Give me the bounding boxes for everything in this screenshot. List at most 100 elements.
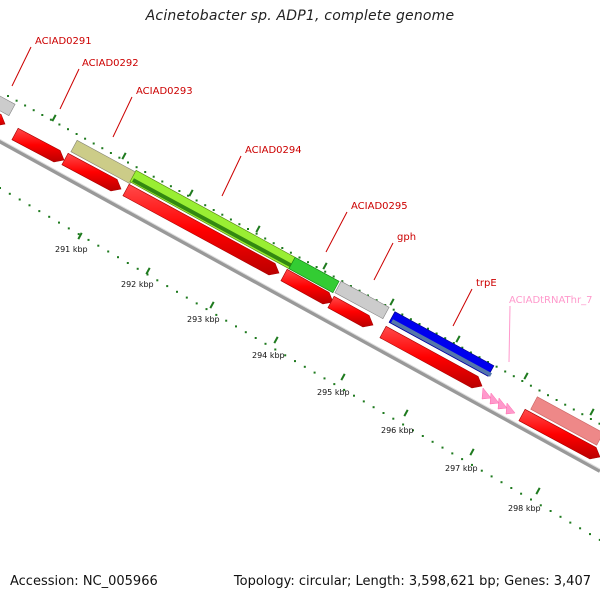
tick-dot-lower [67,227,70,230]
tick-dot-upper [392,308,395,311]
kbp-label: 294 kbp [252,351,285,360]
feature-layer [0,95,600,460]
tick-dot-upper [324,270,327,273]
tick-dot-upper [444,337,447,340]
tick-dot-upper [521,380,524,382]
tick-dot-upper [255,232,258,235]
cog-block [334,280,390,320]
tick-dot-lower [274,348,277,351]
tick-dot-upper [341,280,344,283]
tick-dot-upper [461,346,464,349]
trna-mark [505,402,516,415]
tick-dot-upper [32,109,35,112]
tick-dot-upper [427,327,429,330]
tick-dot-lower [598,538,600,541]
tick-major-lower [209,301,215,309]
tick-dot-upper [24,104,27,107]
gene-leader-line [221,155,242,197]
tick-dot-upper [332,275,335,278]
tick-dot-lower [461,458,464,461]
tick-dot-upper [315,266,318,268]
trna-mark [497,397,508,410]
tick-dot-lower [471,463,473,466]
map-title: Acinetobacter sp. ADP1, complete genome [145,8,455,24]
tick-major-lower [273,336,279,344]
cog-block [0,95,16,117]
cds-arrow [379,325,483,389]
gene-leader-line [59,68,80,110]
tick-dot-upper [367,294,369,297]
tick-dot-upper [92,142,95,145]
tick-dot-upper [564,403,567,406]
tick-dot-lower [510,487,513,489]
tick-dot-lower [579,527,582,530]
tick-major-upper [121,152,127,160]
tick-dot-upper [161,180,164,183]
tick-dot-lower [451,452,454,455]
tick-dot-upper [229,218,232,221]
kbp-label: 295 kbp [317,388,350,397]
tick-dot-lower [343,388,346,391]
tick-dot-upper [272,242,275,245]
tick-dot-lower [500,481,503,484]
tick-dot-lower [382,412,385,414]
tick-dot-upper [41,114,44,116]
tick-major-upper [51,114,57,122]
tick-dot-lower [294,360,296,363]
tick-dot-upper [529,384,532,387]
trna-mark [489,392,500,405]
tick-dot-lower [176,290,178,293]
tick-dot-lower [28,204,31,207]
tick-dot-upper [109,152,112,154]
tick-dot-lower [136,267,139,270]
tick-dot-lower [372,406,375,409]
tick-dot-upper [409,318,412,321]
gene-leader-line [325,211,348,253]
gene-label: trpE [476,278,497,289]
cds-arrow [61,152,122,192]
kbp-label: 291 kbp [55,245,88,254]
tick-dot-lower [156,279,159,282]
tick-dot-lower [589,533,591,536]
tick-dot-upper [307,261,309,264]
tick-dot-lower [362,400,365,403]
cds-arrow [0,113,6,126]
topology-text: Topology: circular; Length: 3,598,621 bp… [233,574,591,589]
tick-dot-lower [333,383,336,386]
tick-dot-lower [58,221,60,224]
tick-dot-upper [289,251,292,254]
tick-dot-lower [107,250,110,253]
tick-dot-upper [504,370,507,373]
label-layer: 291 kbp 292 kbp 293 kbp 294 kbp 295 kbp 296 k… [11,36,592,513]
tick-major-lower [340,373,346,381]
tick-dot-upper [547,394,549,397]
tick-dot-lower [97,244,100,247]
gene-leader-line [112,96,133,138]
tick-dot-upper [144,171,147,173]
cds-arrow [518,408,600,460]
tick-dot-lower [254,337,257,339]
tick-dot-upper [264,237,267,240]
tick-dot-upper [418,323,421,325]
gene-label: gph [397,232,416,243]
gene-leader-line [452,288,473,327]
tick-major-upper [322,262,328,270]
tick-dot-upper [67,128,69,131]
tick-dot-upper [247,228,249,230]
tick-dot-upper [178,190,181,192]
tick-dot-upper [238,223,241,226]
tick-dot-upper [358,289,361,292]
tick-dot-upper [118,156,121,159]
tick-dot-lower [244,331,247,334]
tick-dot-lower [284,354,287,357]
tick-dot-lower [480,469,483,472]
tick-dot-lower [117,256,119,259]
tick-dot-upper [212,209,215,211]
tick-major-upper [455,335,461,343]
tick-dot-lower [490,475,493,478]
kbp-label: 298 kbp [508,504,541,513]
tick-dot-lower [303,365,306,368]
backbone-line [0,139,600,473]
accession-text: Accession: NC_005966 [10,574,158,589]
tick-major-upper [589,408,595,416]
